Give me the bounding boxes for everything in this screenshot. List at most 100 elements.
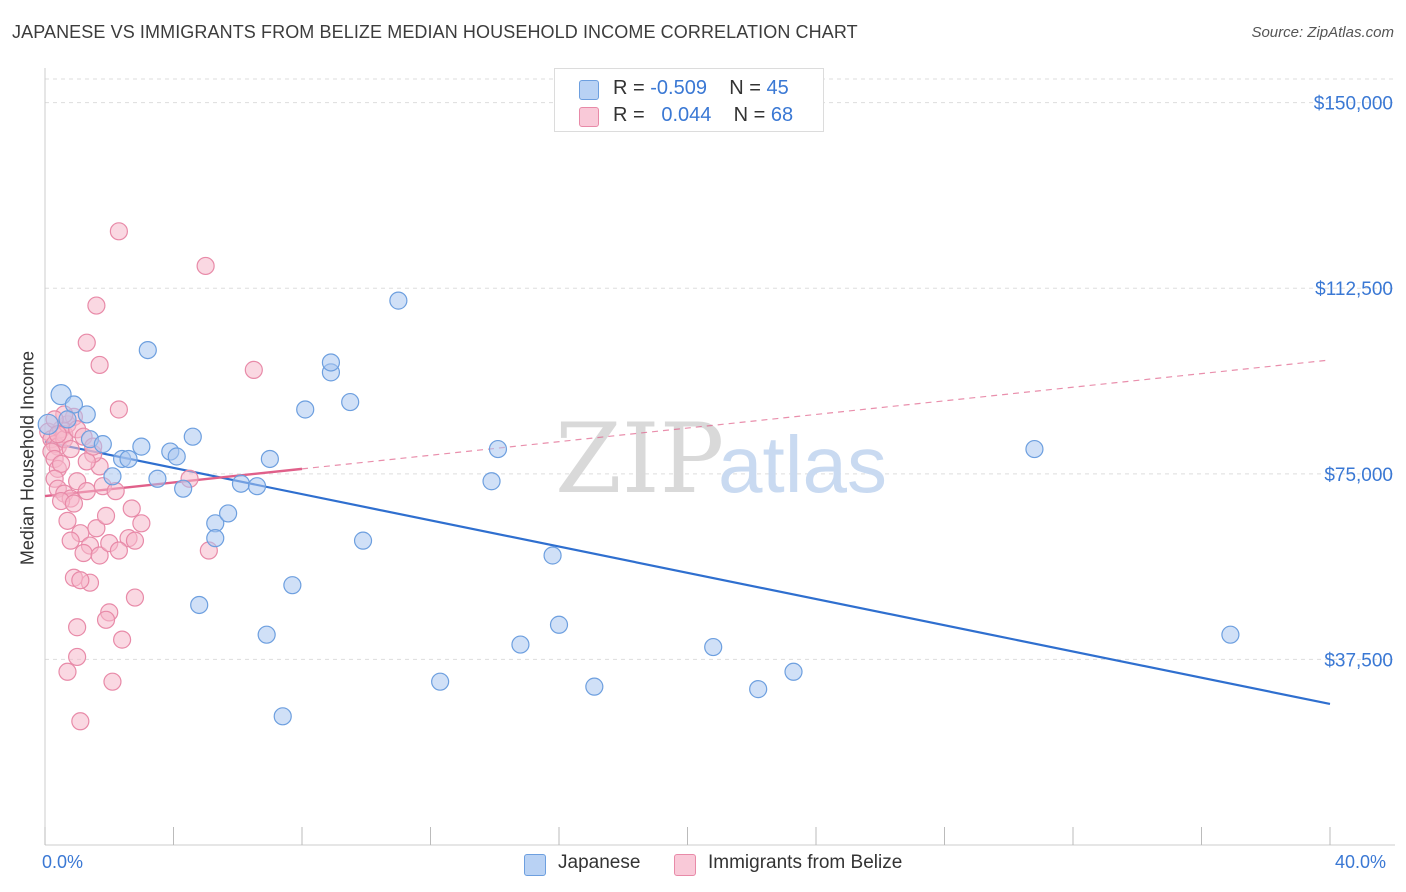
legend-n-label: N =	[733, 104, 771, 126]
japanese-point	[206, 529, 225, 548]
japanese-point	[389, 291, 408, 310]
belize-point	[58, 662, 77, 681]
belize-point	[90, 355, 109, 375]
belize-point	[103, 672, 122, 691]
japanese-point	[148, 469, 167, 488]
chart-title: JAPANESE VS IMMIGRANTS FROM BELIZE MEDIA…	[12, 22, 858, 42]
japanese-point	[132, 437, 151, 456]
japanese-point	[257, 625, 276, 644]
japanese-point	[511, 635, 530, 654]
belize-point	[109, 541, 128, 560]
japanese-point	[353, 531, 373, 550]
watermark-atlas: atlas	[718, 420, 887, 509]
belize-point	[132, 514, 151, 533]
japanese-point	[341, 392, 360, 412]
watermark-zip: ZIP	[555, 403, 724, 515]
japanese-point	[260, 449, 279, 469]
belize-trend-extension	[301, 359, 1331, 470]
y-tick-label: $150,000	[1314, 94, 1393, 115]
japanese-point	[231, 474, 251, 493]
japanese-point	[50, 384, 72, 406]
japanese-point	[77, 405, 96, 424]
belize-point	[87, 296, 106, 315]
japanese-point	[103, 467, 122, 486]
japanese-point	[1025, 439, 1044, 459]
data-points	[37, 222, 1240, 731]
japanese-point	[219, 504, 238, 523]
japanese-point	[321, 353, 341, 372]
belize-point	[122, 499, 141, 518]
belize-point	[64, 494, 84, 513]
legend-r-label: R =	[613, 104, 651, 126]
legend-r-label: R =	[613, 77, 651, 99]
japanese-point	[183, 427, 202, 446]
belize-point	[77, 482, 96, 501]
japanese-point	[273, 707, 292, 726]
bottom-legend-swatch-belize	[674, 854, 696, 876]
belize-point	[58, 511, 77, 530]
belize-point	[125, 588, 145, 607]
legend-n-value-belize: 68	[770, 104, 794, 126]
belize-point	[125, 531, 145, 550]
belize-point	[96, 506, 116, 525]
axes	[44, 68, 1395, 846]
belize-point	[196, 256, 215, 276]
japanese-point	[174, 479, 193, 498]
bottom-legend-swatch-japanese	[524, 854, 546, 876]
legend-n-value-japanese: 45	[766, 77, 789, 99]
belize-point	[96, 610, 116, 629]
belize-point	[109, 400, 128, 419]
japanese-point	[549, 615, 569, 634]
watermark: ZIP atlas	[555, 403, 887, 515]
belize-point	[61, 531, 80, 550]
belize-point	[68, 618, 87, 637]
belize-point	[244, 360, 263, 379]
belize-point	[106, 482, 125, 501]
y-tick-label: $37,500	[1324, 650, 1393, 671]
japanese-point	[190, 595, 209, 615]
belize-point	[71, 712, 90, 731]
japanese-point	[431, 672, 450, 691]
japanese-point	[784, 662, 803, 681]
legend-swatch-belize	[579, 107, 599, 127]
belize-point	[68, 647, 87, 667]
japanese-point	[749, 680, 768, 699]
belize-point	[71, 571, 90, 590]
y-tick-labels: $37,500 $75,000 $112,500 $150,000	[1314, 94, 1393, 672]
japanese-point	[482, 472, 501, 491]
japanese-point	[37, 413, 59, 435]
japanese-point	[93, 435, 112, 454]
belize-point	[77, 333, 96, 352]
japanese-point	[488, 439, 508, 459]
japanese-point	[704, 637, 723, 657]
japanese-point	[283, 576, 302, 595]
belize-point	[109, 222, 128, 241]
y-tick-label: $75,000	[1324, 465, 1393, 486]
legend-r-value-belize: 0.044	[661, 104, 712, 126]
legend-n-label: N =	[729, 77, 767, 99]
belize-point	[112, 630, 132, 649]
source-note: Source: ZipAtlas.com	[1251, 24, 1394, 41]
japanese-point	[543, 546, 562, 565]
japanese-point	[138, 340, 157, 360]
x-tick-min: 0.0%	[42, 852, 84, 872]
japanese-point	[119, 449, 138, 469]
bottom-legend-label-japanese: Japanese	[558, 852, 641, 873]
japanese-point	[1221, 625, 1240, 644]
japanese-point	[296, 400, 315, 419]
belize-point	[74, 543, 93, 563]
japanese-point	[247, 477, 267, 496]
y-tick-label: $112,500	[1315, 279, 1393, 300]
bottom-legend-label-belize: Immigrants from Belize	[708, 852, 903, 873]
japanese-point	[585, 677, 604, 696]
legend-r-value-japanese: -0.509	[650, 77, 707, 99]
japanese-point	[58, 410, 77, 429]
stats-legend: R = -0.509 N = 45 R = 0.044 N = 68	[554, 68, 824, 132]
belize-point	[90, 546, 109, 565]
japanese-point	[167, 447, 186, 466]
legend-swatch-japanese	[579, 80, 599, 100]
x-tick-max: 40.0%	[1335, 852, 1387, 872]
belize-point	[61, 439, 80, 459]
y-axis-label: Median Household Income	[17, 350, 38, 566]
